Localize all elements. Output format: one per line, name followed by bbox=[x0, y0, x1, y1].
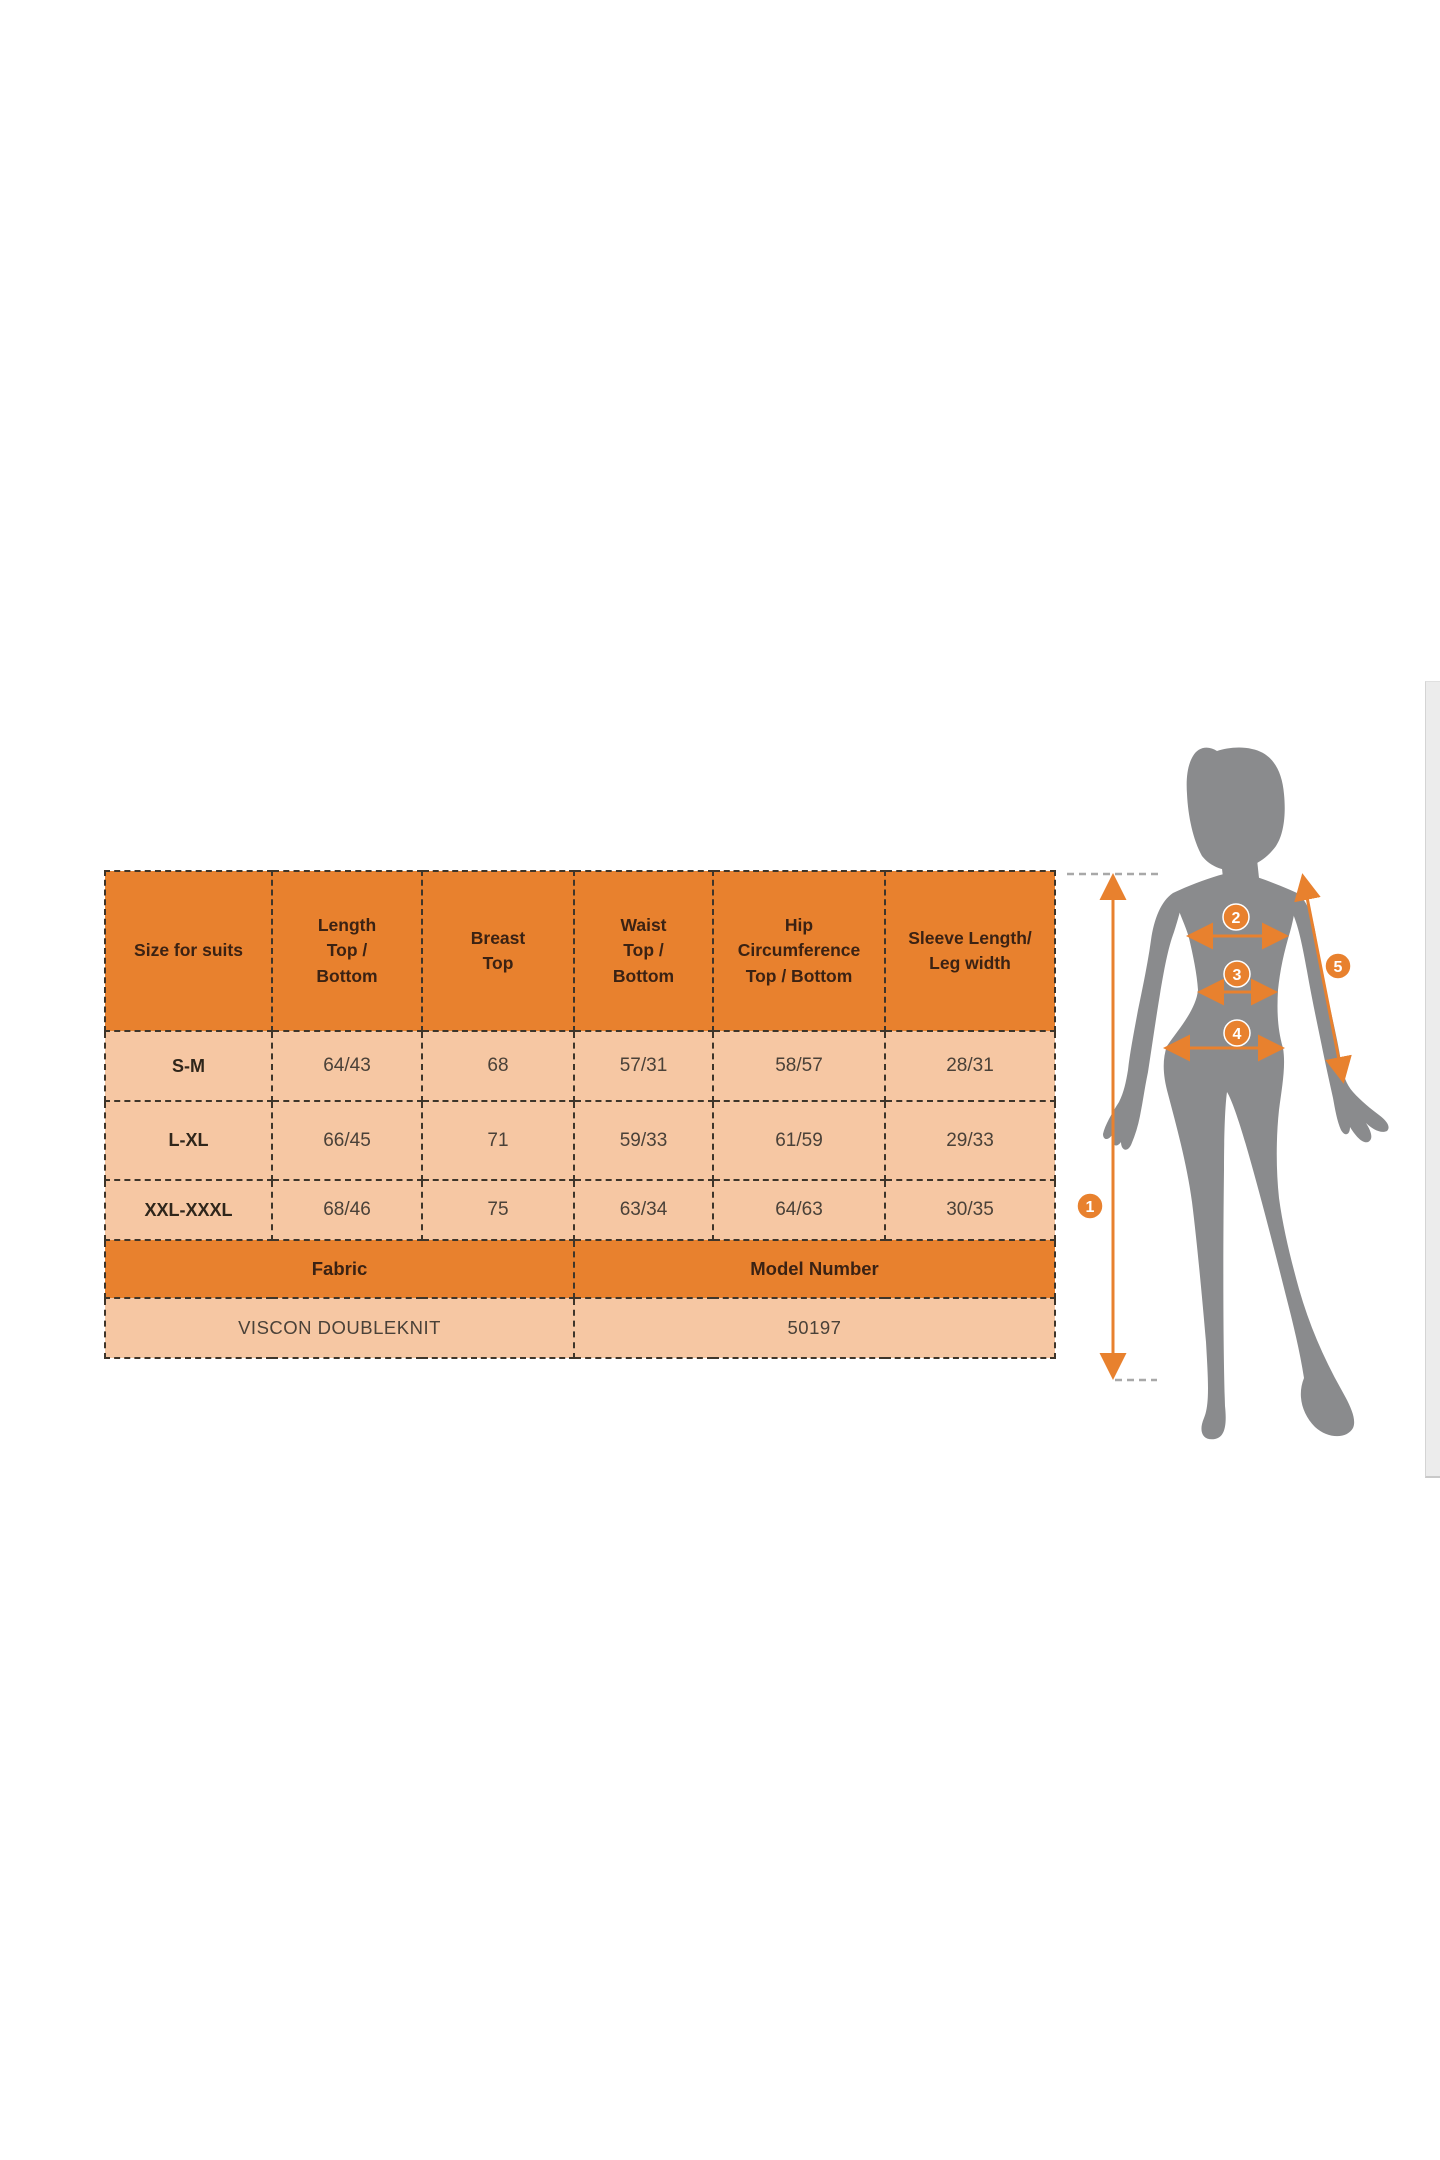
model-number-header: Model Number bbox=[573, 1239, 1056, 1299]
length-value: 68/46 bbox=[271, 1179, 423, 1241]
table-header-row: Size for suits Length Top / Bottom Breas… bbox=[104, 870, 1056, 1032]
header-hip: Hip Circumference Top / Bottom bbox=[712, 870, 886, 1032]
sleeve-value: 29/33 bbox=[884, 1100, 1056, 1181]
hip-value: 64/63 bbox=[712, 1179, 886, 1241]
length-value: 64/43 bbox=[271, 1030, 423, 1102]
model-number-value: 50197 bbox=[573, 1297, 1056, 1359]
header-length: Length Top / Bottom bbox=[271, 870, 423, 1032]
svg-text:4: 4 bbox=[1233, 1026, 1242, 1043]
marker-2: 2 bbox=[1222, 903, 1250, 931]
size-label: L-XL bbox=[104, 1100, 273, 1181]
svg-text:1: 1 bbox=[1086, 1199, 1095, 1216]
scrollbar-thumb[interactable] bbox=[1425, 681, 1440, 1478]
table-footer-value-row: VISCON DOUBLEKNIT 50197 bbox=[104, 1297, 1056, 1359]
svg-text:3: 3 bbox=[1233, 967, 1242, 984]
length-value: 66/45 bbox=[271, 1100, 423, 1181]
size-chart-table: Size for suits Length Top / Bottom Breas… bbox=[104, 870, 1056, 1359]
waist-value: 57/31 bbox=[573, 1030, 714, 1102]
table-row: XXL-XXXL 68/46 75 63/34 64/63 30/35 bbox=[104, 1179, 1056, 1241]
svg-text:2: 2 bbox=[1232, 910, 1241, 927]
marker-5: 5 bbox=[1324, 952, 1352, 980]
marker-3: 3 bbox=[1223, 960, 1251, 988]
svg-text:5: 5 bbox=[1334, 959, 1343, 976]
table-row: L-XL 66/45 71 59/33 61/59 29/33 bbox=[104, 1100, 1056, 1181]
waist-value: 63/34 bbox=[573, 1179, 714, 1241]
fabric-header: Fabric bbox=[104, 1239, 575, 1299]
marker-1: 1 bbox=[1076, 1192, 1104, 1220]
measurement-diagram: 1 2 3 4 5 bbox=[1067, 747, 1389, 1440]
table-footer-header-row: Fabric Model Number bbox=[104, 1239, 1056, 1299]
marker-4: 4 bbox=[1223, 1019, 1251, 1047]
waist-value: 59/33 bbox=[573, 1100, 714, 1181]
size-label: S-M bbox=[104, 1030, 273, 1102]
sleeve-value: 28/31 bbox=[884, 1030, 1056, 1102]
hip-value: 58/57 bbox=[712, 1030, 886, 1102]
breast-value: 75 bbox=[421, 1179, 575, 1241]
table-row: S-M 64/43 68 57/31 58/57 28/31 bbox=[104, 1030, 1056, 1102]
breast-value: 71 bbox=[421, 1100, 575, 1181]
header-waist: Waist Top / Bottom bbox=[573, 870, 714, 1032]
sleeve-value: 30/35 bbox=[884, 1179, 1056, 1241]
fabric-value: VISCON DOUBLEKNIT bbox=[104, 1297, 575, 1359]
hip-value: 61/59 bbox=[712, 1100, 886, 1181]
header-size: Size for suits bbox=[104, 870, 273, 1032]
sleeve-arrow bbox=[1294, 873, 1352, 1084]
header-sleeve: Sleeve Length/ Leg width bbox=[884, 870, 1056, 1032]
breast-value: 68 bbox=[421, 1030, 575, 1102]
woman-silhouette-image bbox=[1103, 747, 1389, 1440]
header-breast: Breast Top bbox=[421, 870, 575, 1032]
size-label: XXL-XXXL bbox=[104, 1179, 273, 1241]
